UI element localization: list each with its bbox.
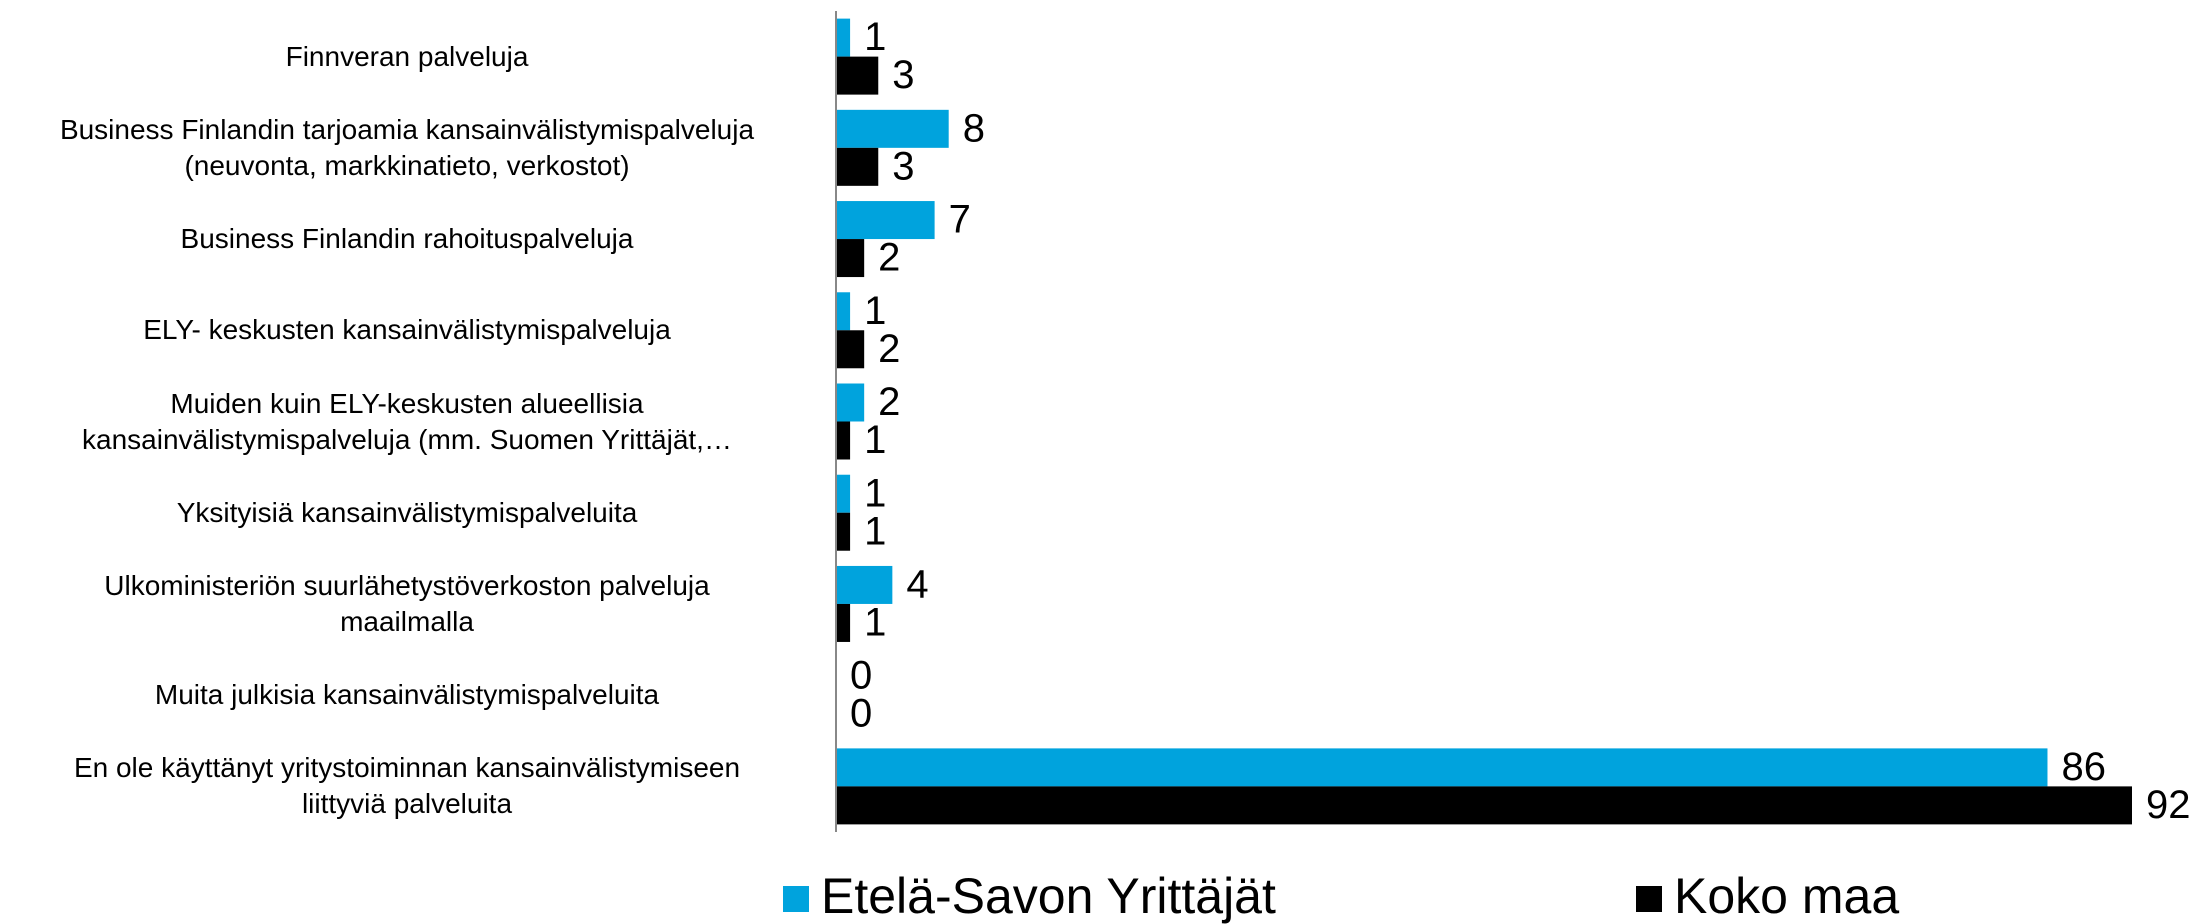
value-label: 1 <box>864 418 886 462</box>
value-label: 0 <box>850 692 872 736</box>
category-label: ELY- keskusten kansainvälistymispalveluj… <box>143 314 671 346</box>
bar <box>836 147 879 186</box>
category-label: En ole käyttänyt yritystoiminnan kansain… <box>73 752 741 820</box>
category-label: Ulkoministeriön suurlähetystöverkoston p… <box>104 569 710 637</box>
legend-swatch <box>783 886 809 912</box>
bar <box>836 786 2132 825</box>
value-label: 2 <box>878 380 900 424</box>
bar <box>836 565 893 604</box>
legend-swatch <box>1636 886 1662 912</box>
value-label: 8 <box>963 106 985 150</box>
bar <box>836 292 851 331</box>
value-label: 1 <box>864 471 886 515</box>
value-label: 7 <box>949 198 971 242</box>
value-label: 2 <box>878 327 900 371</box>
value-label: 86 <box>2061 745 2106 789</box>
category-label: Yksityisiä kansainvälistymispalveluita <box>176 496 638 528</box>
bar <box>836 56 879 95</box>
bar <box>836 201 935 240</box>
value-label: 3 <box>892 144 914 188</box>
legend-label: Etelä-Savon Yrittäjät <box>821 868 1276 924</box>
bar <box>836 330 865 369</box>
bar <box>836 239 865 278</box>
category-label: Business Finlandin rahoituspalveluja <box>180 223 634 255</box>
bar <box>836 109 949 148</box>
value-label: 1 <box>864 289 886 333</box>
category-label: Business Finlandin tarjoamia kansainväli… <box>59 113 755 181</box>
bar <box>836 18 851 57</box>
bar <box>836 748 2048 787</box>
value-label: 4 <box>906 563 928 607</box>
bar <box>836 421 851 460</box>
category-label: Muita julkisia kansainvälistymispalvelui… <box>154 679 660 711</box>
bar <box>836 474 851 513</box>
value-label: 92 <box>2146 783 2191 827</box>
value-label: 0 <box>850 654 872 698</box>
category-label: Finnveran palveluja <box>285 40 529 72</box>
category-label: Muiden kuin ELY-keskusten alueellisia ka… <box>82 387 732 455</box>
bar <box>836 512 851 551</box>
legend-label: Koko maa <box>1674 868 1899 924</box>
value-label: 3 <box>892 53 914 97</box>
bar <box>836 383 865 422</box>
value-label: 1 <box>864 509 886 553</box>
value-label: 1 <box>864 15 886 59</box>
value-label: 1 <box>864 601 886 645</box>
value-label: 2 <box>878 236 900 280</box>
bar <box>836 603 851 642</box>
